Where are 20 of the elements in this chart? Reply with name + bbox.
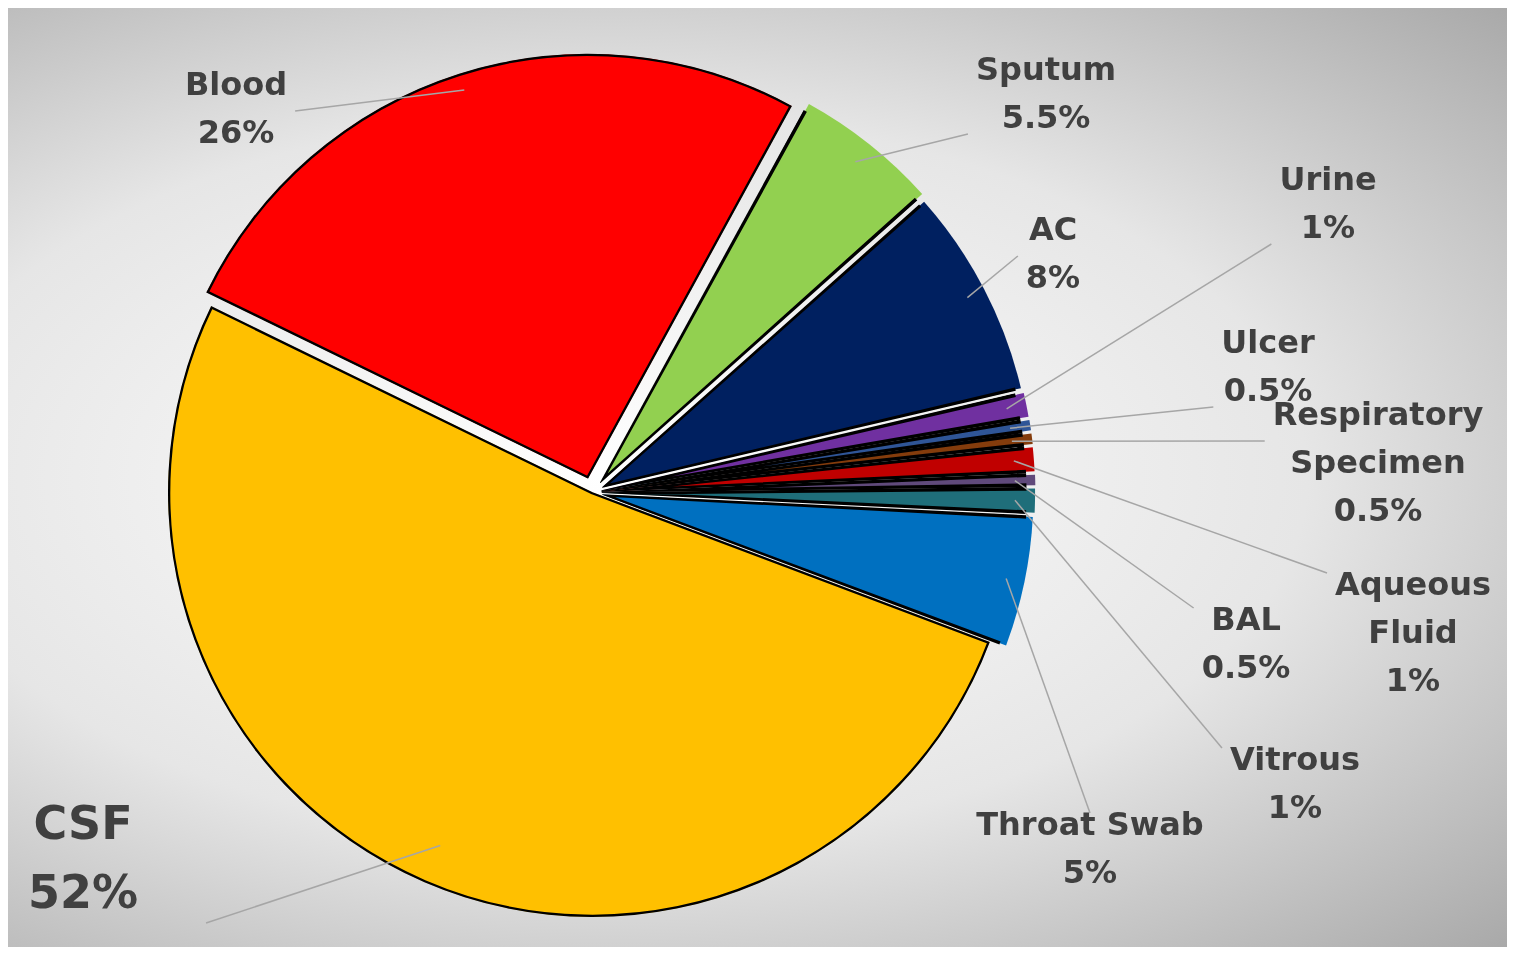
- slice-label: Sputum: [975, 50, 1117, 89]
- slice-label: Urine: [1279, 160, 1377, 199]
- slice-label: BAL: [1211, 600, 1281, 639]
- slice-label: CSF: [33, 796, 133, 851]
- slice-label: Blood: [184, 65, 288, 104]
- data-label: 5.5%: [1001, 98, 1091, 137]
- slice-label: AC: [1028, 210, 1078, 249]
- data-label: 52%: [27, 865, 139, 920]
- data-label: 1%: [1267, 788, 1323, 827]
- data-label: 8%: [1025, 258, 1081, 297]
- data-label: 1%: [1385, 661, 1441, 700]
- slice-label: Vitrous: [1229, 740, 1361, 779]
- data-label: 1%: [1300, 208, 1356, 247]
- slice-label: Throat Swab: [976, 805, 1204, 844]
- data-label: 26%: [197, 113, 275, 152]
- data-label: 0.5%: [1201, 648, 1291, 687]
- data-label: 0.5%: [1333, 491, 1423, 530]
- data-label: 5%: [1062, 853, 1118, 892]
- slice-label: Aqueous Fluid: [1335, 565, 1491, 652]
- slice-label: Ulcer: [1221, 323, 1315, 362]
